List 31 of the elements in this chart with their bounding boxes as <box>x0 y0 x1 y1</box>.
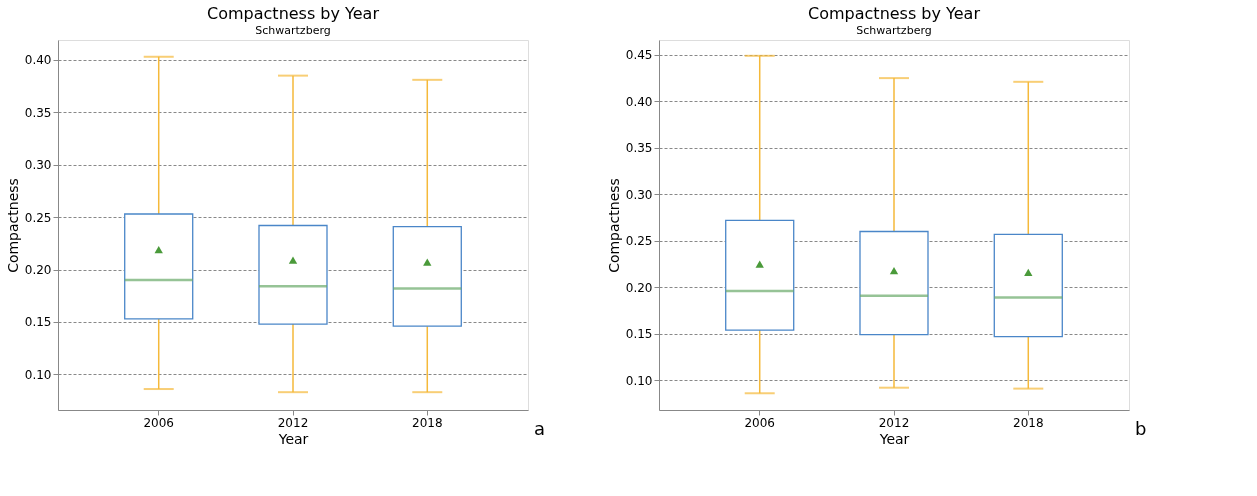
x-axis-title: Year <box>878 430 910 447</box>
text: a <box>534 418 546 439</box>
x-tick-label: 2006 <box>744 415 775 430</box>
chart-title: Compactness by Year <box>207 4 380 23</box>
y-tick-label: 0.10 <box>24 367 52 382</box>
y-tick-label: 0.40 <box>625 94 653 109</box>
y-tick-label: 0.20 <box>625 280 653 295</box>
x-tick-label: 2012 <box>277 415 309 430</box>
y-tick-label: 0.25 <box>625 234 653 249</box>
chart-subtitle: Schwartzberg <box>856 24 932 37</box>
y-tick-label: 0.30 <box>625 187 653 202</box>
y-tick-label: 0.45 <box>625 48 653 63</box>
x-tick-label: 2018 <box>1013 415 1044 430</box>
text: b <box>1135 418 1147 439</box>
x-axis-title: Year <box>277 430 309 447</box>
y-tick-label: 0.35 <box>625 141 653 156</box>
y-tick-label: 0.15 <box>625 327 653 342</box>
y-tick-label: 0.25 <box>24 210 52 225</box>
y-tick-label: 0.20 <box>24 263 52 278</box>
y-axis-title: Compactness <box>605 178 622 273</box>
chart-title: Compactness by Year <box>808 4 981 23</box>
chart-subtitle: Schwartzberg <box>255 24 331 37</box>
y-tick-label: 0.40 <box>24 53 52 68</box>
x-tick-label: 2006 <box>143 415 174 430</box>
y-axis-title: Compactness <box>4 178 21 273</box>
x-tick-label: 2012 <box>878 415 910 430</box>
y-tick-label: 0.30 <box>24 158 52 173</box>
y-tick-label: 0.10 <box>625 373 653 388</box>
y-tick-label: 0.15 <box>24 315 52 330</box>
x-tick-label: 2018 <box>412 415 443 430</box>
y-tick-label: 0.35 <box>24 105 52 120</box>
